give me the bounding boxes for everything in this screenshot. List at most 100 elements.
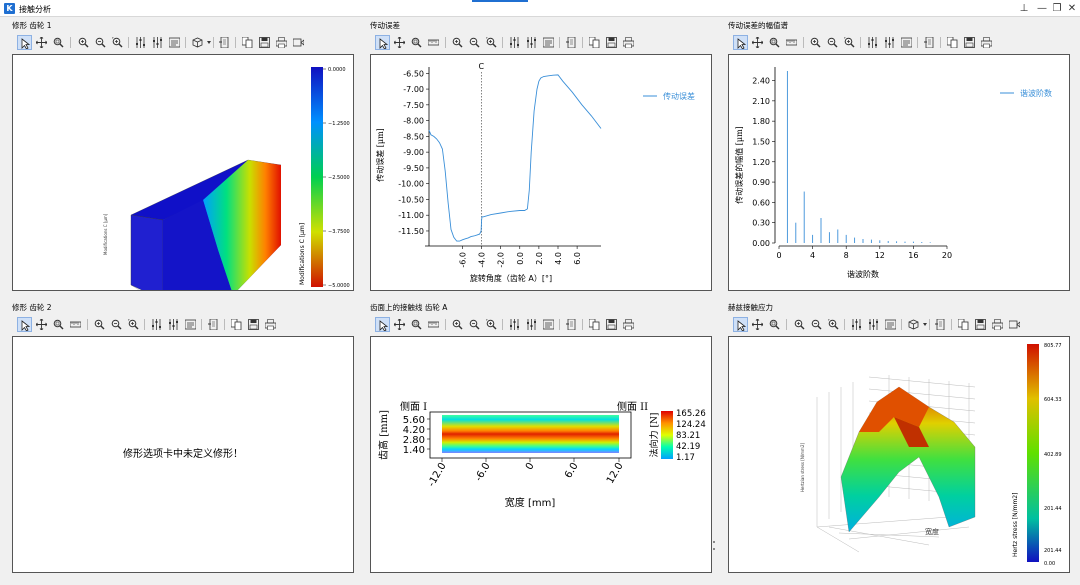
minimize-button[interactable]: — xyxy=(1037,3,1047,14)
legend-icon[interactable] xyxy=(183,317,198,332)
copy-icon[interactable] xyxy=(587,35,602,50)
zoomin-icon[interactable] xyxy=(450,317,465,332)
close-button[interactable]: ✕ xyxy=(1067,3,1077,14)
hertz-stress-3d-plot: Hertzian stress [N/mm2] 宽度 805.77 604.33 4… xyxy=(800,343,1062,567)
plot-area-amplitude-spectrum[interactable]: 0.00 0.30 0.60 0.90 1.20 1.50 1.80 2.10 2.40 0 4 8 1… xyxy=(728,54,1070,291)
ruler-icon[interactable] xyxy=(426,317,441,332)
legend-icon[interactable] xyxy=(541,317,556,332)
plot-area-transmission-error[interactable]: -6.50 -7.00 -7.50 -8.00 -8.50 -9.00 -9.50 -10.0… xyxy=(370,54,712,291)
zoomin-icon[interactable] xyxy=(792,317,807,332)
cube-icon[interactable] xyxy=(906,317,921,332)
zoomin-icon[interactable] xyxy=(76,35,91,50)
select-icon[interactable] xyxy=(733,35,748,50)
dropdown-arrow-icon[interactable] xyxy=(207,41,211,44)
select-icon[interactable] xyxy=(17,35,32,50)
sliders-icon[interactable] xyxy=(133,35,148,50)
save-icon[interactable] xyxy=(604,317,619,332)
zoomin-icon[interactable] xyxy=(808,35,823,50)
sliders-icon[interactable] xyxy=(149,317,164,332)
slidersadd-icon[interactable] xyxy=(882,35,897,50)
zoomout-icon[interactable] xyxy=(467,35,482,50)
video-icon[interactable] xyxy=(291,35,306,50)
move-icon[interactable] xyxy=(34,35,49,50)
cube-icon[interactable] xyxy=(190,35,205,50)
sliders-icon[interactable] xyxy=(507,317,522,332)
plot-area-modification-3d[interactable]: Modifications C [μm] 0.0000 −1.2500 −2.500… xyxy=(12,54,354,291)
copy-icon[interactable] xyxy=(587,317,602,332)
zoomrect-icon[interactable] xyxy=(409,35,424,50)
zoomfit-icon[interactable] xyxy=(110,35,125,50)
sliders-icon[interactable] xyxy=(507,35,522,50)
zoomout-icon[interactable] xyxy=(809,317,824,332)
move-icon[interactable] xyxy=(392,317,407,332)
print-icon[interactable] xyxy=(621,317,636,332)
zoomrect-icon[interactable] xyxy=(409,317,424,332)
zoomrect-icon[interactable] xyxy=(51,317,66,332)
zoomin-icon[interactable] xyxy=(450,35,465,50)
copy-icon[interactable] xyxy=(956,317,971,332)
plot-area-contact-lines[interactable]: 侧面 I 侧面 II 5.60 4.20 2.80 1.40 -12.0 -6.0 0 6.… xyxy=(370,336,712,573)
zoomfit-icon[interactable] xyxy=(842,35,857,50)
ruler-icon[interactable] xyxy=(68,317,83,332)
save-icon[interactable] xyxy=(973,317,988,332)
save-icon[interactable] xyxy=(257,35,272,50)
video-icon[interactable] xyxy=(1007,317,1022,332)
ruler-icon[interactable] xyxy=(426,35,441,50)
slidersadd-icon[interactable] xyxy=(166,317,181,332)
export-icon[interactable] xyxy=(564,35,579,50)
move-icon[interactable] xyxy=(750,35,765,50)
zoomfit-icon[interactable] xyxy=(126,317,141,332)
print-icon[interactable] xyxy=(274,35,289,50)
restore-button[interactable]: ❐ xyxy=(1052,3,1062,14)
export-icon[interactable] xyxy=(933,317,948,332)
move-icon[interactable] xyxy=(34,317,49,332)
export-icon[interactable] xyxy=(206,317,221,332)
print-icon[interactable] xyxy=(979,35,994,50)
legend-icon[interactable] xyxy=(883,317,898,332)
ruler-icon[interactable] xyxy=(784,35,799,50)
zoomfit-icon[interactable] xyxy=(484,35,499,50)
zoomout-icon[interactable] xyxy=(109,317,124,332)
plot-area-modification-gear-2[interactable]: 修形选项卡中未定义修形！ xyxy=(12,336,354,573)
zoomfit-icon[interactable] xyxy=(826,317,841,332)
select-icon[interactable] xyxy=(17,317,32,332)
save-icon[interactable] xyxy=(246,317,261,332)
copy-icon[interactable] xyxy=(945,35,960,50)
zoomout-icon[interactable] xyxy=(467,317,482,332)
copy-icon[interactable] xyxy=(229,317,244,332)
export-icon[interactable] xyxy=(922,35,937,50)
sliders-icon[interactable] xyxy=(849,317,864,332)
print-icon[interactable] xyxy=(263,317,278,332)
save-icon[interactable] xyxy=(962,35,977,50)
export-icon[interactable] xyxy=(564,317,579,332)
copy-icon[interactable] xyxy=(240,35,255,50)
plot-area-hertz-stress-3d[interactable]: Hertzian stress [N/mm2] 宽度 805.77 604.33 4… xyxy=(728,336,1070,573)
pin-button[interactable]: ⊥ xyxy=(1019,3,1029,14)
move-icon[interactable] xyxy=(392,35,407,50)
select-icon[interactable] xyxy=(733,317,748,332)
slidersadd-icon[interactable] xyxy=(524,317,539,332)
dropdown-arrow-icon[interactable] xyxy=(923,323,927,326)
slidersadd-icon[interactable] xyxy=(524,35,539,50)
zoomrect-icon[interactable] xyxy=(767,317,782,332)
zoomfit-icon[interactable] xyxy=(484,317,499,332)
zoomout-icon[interactable] xyxy=(93,35,108,50)
slidersadd-icon[interactable] xyxy=(866,317,881,332)
print-icon[interactable] xyxy=(621,35,636,50)
save-icon[interactable] xyxy=(604,35,619,50)
legend-icon[interactable] xyxy=(541,35,556,50)
move-icon[interactable] xyxy=(750,317,765,332)
zoomout-icon[interactable] xyxy=(825,35,840,50)
legend-icon[interactable] xyxy=(899,35,914,50)
toolbar-separator xyxy=(235,37,236,48)
print-icon[interactable] xyxy=(990,317,1005,332)
select-icon[interactable] xyxy=(375,317,390,332)
export-icon[interactable] xyxy=(217,35,232,50)
zoomin-icon[interactable] xyxy=(92,317,107,332)
legend-icon[interactable] xyxy=(167,35,182,50)
slidersadd-icon[interactable] xyxy=(150,35,165,50)
zoomrect-icon[interactable] xyxy=(51,35,66,50)
select-icon[interactable] xyxy=(375,35,390,50)
zoomrect-icon[interactable] xyxy=(767,35,782,50)
sliders-icon[interactable] xyxy=(865,35,880,50)
